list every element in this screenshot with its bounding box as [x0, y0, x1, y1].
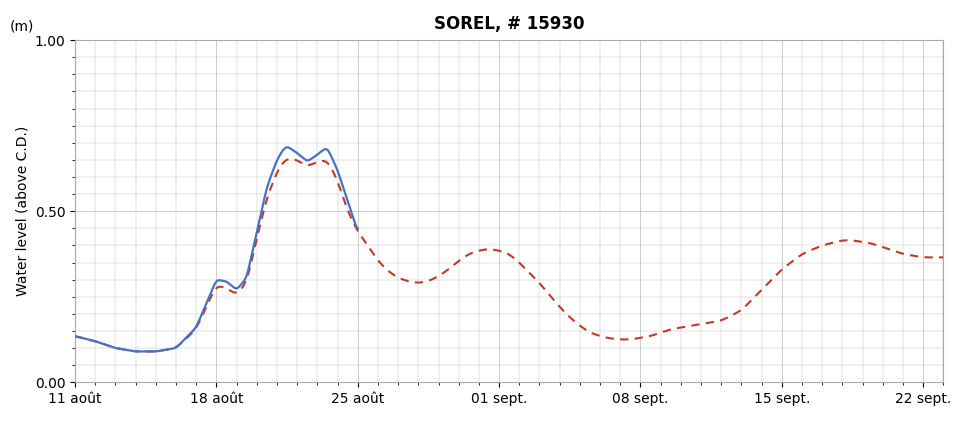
Title: SOREL, # 15930: SOREL, # 15930: [434, 15, 584, 33]
Y-axis label: Water level (above C.D.): Water level (above C.D.): [15, 126, 29, 296]
Text: (m): (m): [10, 19, 34, 33]
